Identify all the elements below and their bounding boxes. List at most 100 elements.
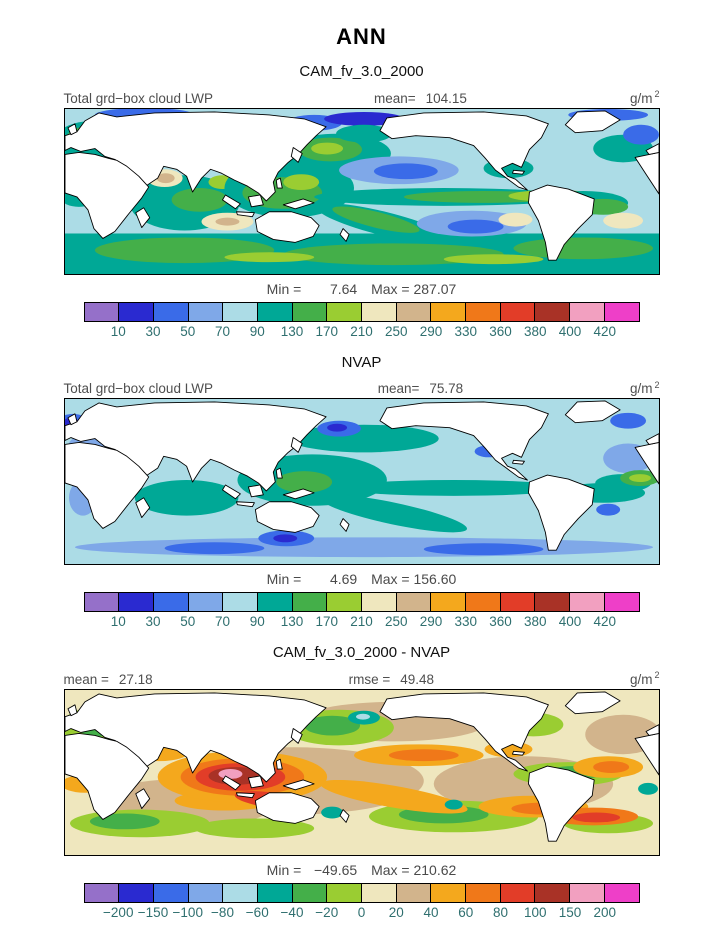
colorbar-tick: 290 bbox=[419, 614, 443, 629]
map-nvap bbox=[63, 398, 660, 565]
colorbar-tick: 330 bbox=[454, 614, 478, 629]
colorbar-tick: 360 bbox=[489, 614, 512, 629]
colorbar-cell bbox=[119, 593, 154, 611]
colorbar-tick: 360 bbox=[489, 323, 512, 339]
variable-label: Total grd−box cloud LWP bbox=[63, 381, 213, 396]
colorbar-tick: 420 bbox=[593, 323, 617, 339]
colorbar-tick: 0 bbox=[357, 904, 366, 920]
colorbar-tick: 70 bbox=[214, 323, 231, 339]
min-label: Min = bbox=[266, 280, 302, 297]
colorbar-cam: 10 30 50 70 90 130 170 210 250 290 330 360 380 400 420 bbox=[83, 301, 640, 341]
colorbar-tick: 170 bbox=[315, 614, 339, 629]
colorbar-cell bbox=[396, 302, 432, 321]
colorbar-tick: −60 bbox=[245, 904, 269, 920]
stats-cam: Min = 7.64 Max = 287.07 bbox=[64, 281, 660, 297]
colorbar-nvap: 10 30 50 70 90 130 170 210 250 290 330 360 380 400 420 bbox=[83, 592, 640, 631]
units-label: g/m 2 bbox=[629, 670, 660, 687]
colorbar-tick: 30 bbox=[145, 614, 161, 629]
colorbar-tick: 60 bbox=[458, 904, 474, 920]
colorbar-tick: 30 bbox=[145, 323, 161, 339]
panel-diff-header: mean = 27.18 rmse = 49.48 g/m 2 bbox=[64, 670, 660, 687]
colorbar-tick: 40 bbox=[423, 904, 439, 920]
max-label: Max = bbox=[371, 571, 410, 587]
colorbar-cell bbox=[535, 593, 571, 611]
colorbar-tick: 290 bbox=[419, 323, 443, 339]
colorbar-tick: 210 bbox=[350, 614, 373, 629]
colorbar-cell bbox=[570, 883, 605, 902]
colorbar-cell bbox=[223, 302, 258, 321]
colorbar-cell bbox=[84, 593, 120, 611]
stats-nvap: Min = 4.69 Max = 156.60 bbox=[64, 571, 660, 587]
colorbar-cell bbox=[153, 593, 189, 611]
panel-nvap-title: NVAP bbox=[341, 353, 382, 371]
mean-value: 27.18 bbox=[118, 671, 153, 687]
colorbar-cell bbox=[188, 593, 224, 611]
colorbar-tick: 420 bbox=[593, 614, 617, 629]
colorbar-tick-labels: 10 30 50 70 90 130 170 210 250 290 330 360 380 400 420 bbox=[84, 614, 640, 631]
max-value: 156.60 bbox=[413, 571, 457, 587]
colorbar-cell bbox=[570, 302, 605, 321]
colorbar-cell bbox=[396, 883, 432, 902]
colorbar-tick: −40 bbox=[280, 904, 304, 920]
colorbar-tick: 400 bbox=[558, 323, 582, 339]
variable-label: Total grd−box cloud LWP bbox=[63, 90, 213, 106]
units-label: g/m 2 bbox=[629, 89, 660, 106]
colorbar-tick: 380 bbox=[523, 614, 547, 629]
mean-readout: mean= 75.78 bbox=[378, 381, 465, 396]
colorbar-cell bbox=[327, 883, 362, 902]
colorbar-cell bbox=[362, 593, 397, 611]
min-value: 7.64 bbox=[329, 280, 358, 297]
colorbar-tick: 200 bbox=[593, 904, 617, 920]
colorbar-cell bbox=[466, 593, 501, 611]
colorbar-cell bbox=[84, 883, 120, 902]
rmse-value: 49.48 bbox=[400, 671, 435, 687]
colorbar-tick: 150 bbox=[558, 904, 582, 920]
colorbar-cell bbox=[327, 302, 362, 321]
panel-diff-title: CAM_fv_3.0_2000 - NVAP bbox=[272, 644, 451, 661]
colorbar-tick: 80 bbox=[492, 904, 509, 920]
colorbar-cell bbox=[119, 883, 154, 902]
colorbar-cell bbox=[570, 593, 605, 611]
colorbar-cell bbox=[604, 302, 639, 321]
max-value: 287.07 bbox=[413, 280, 457, 297]
colorbar-cell bbox=[223, 883, 258, 902]
colorbar-tick: 130 bbox=[280, 614, 304, 629]
colorbar-swatches bbox=[83, 301, 640, 322]
colorbar-cell bbox=[466, 302, 501, 321]
stats-diff: Min = −49.65 Max = 210.62 bbox=[64, 862, 660, 878]
colorbar-tick: 330 bbox=[454, 323, 478, 339]
colorbar-cell bbox=[188, 302, 224, 321]
panel-nvap: Total grd−box cloud LWP mean= 75.78 g/m 2 bbox=[63, 380, 660, 632]
rmse-readout: rmse = 49.48 bbox=[349, 672, 436, 687]
colorbar-cell bbox=[292, 593, 328, 611]
colorbar-tick: −150 bbox=[137, 904, 169, 920]
min-value: 4.69 bbox=[329, 571, 358, 587]
panel-nvap-header: Total grd−box cloud LWP mean= 75.78 g/m 2 bbox=[64, 380, 660, 397]
colorbar-tick-labels: −200 −150 −100 −80 −60 −40 −20 0 20 40 60 80 100 150 2… bbox=[84, 905, 640, 922]
season-title: ANN bbox=[336, 24, 387, 49]
colorbar-tick: 50 bbox=[180, 614, 196, 629]
mean-label: mean= bbox=[377, 381, 420, 396]
min-value: −49.65 bbox=[313, 861, 358, 878]
max-label: Max = bbox=[371, 861, 410, 878]
colorbar-cell bbox=[362, 883, 397, 902]
colorbar-tick: 400 bbox=[558, 614, 582, 629]
max-value: 210.62 bbox=[413, 861, 457, 878]
units-label: g/m 2 bbox=[629, 379, 660, 397]
colorbar-tick: 250 bbox=[384, 614, 408, 629]
mean-readout: mean= 104.15 bbox=[374, 91, 469, 106]
colorbar-swatches bbox=[83, 882, 640, 903]
colorbar-cell bbox=[604, 593, 639, 611]
map-diff bbox=[63, 688, 660, 856]
colorbar-cell bbox=[223, 593, 258, 611]
colorbar-tick: 70 bbox=[214, 614, 231, 629]
panel-cam-header: Total grd−box cloud LWP mean= 104.15 g/m 2 bbox=[64, 89, 660, 106]
colorbar-diff: −200 −150 −100 −80 −60 −40 −20 0 20 40 60 80 100 150 2… bbox=[83, 882, 640, 922]
colorbar-cell bbox=[500, 302, 536, 321]
colorbar-cell bbox=[188, 883, 224, 902]
colorbar-cell bbox=[431, 883, 467, 902]
colorbar-tick: 90 bbox=[249, 323, 265, 339]
colorbar-tick: 100 bbox=[523, 904, 547, 920]
rmse-label: rmse = bbox=[348, 671, 391, 687]
colorbar-tick: 210 bbox=[350, 323, 373, 339]
